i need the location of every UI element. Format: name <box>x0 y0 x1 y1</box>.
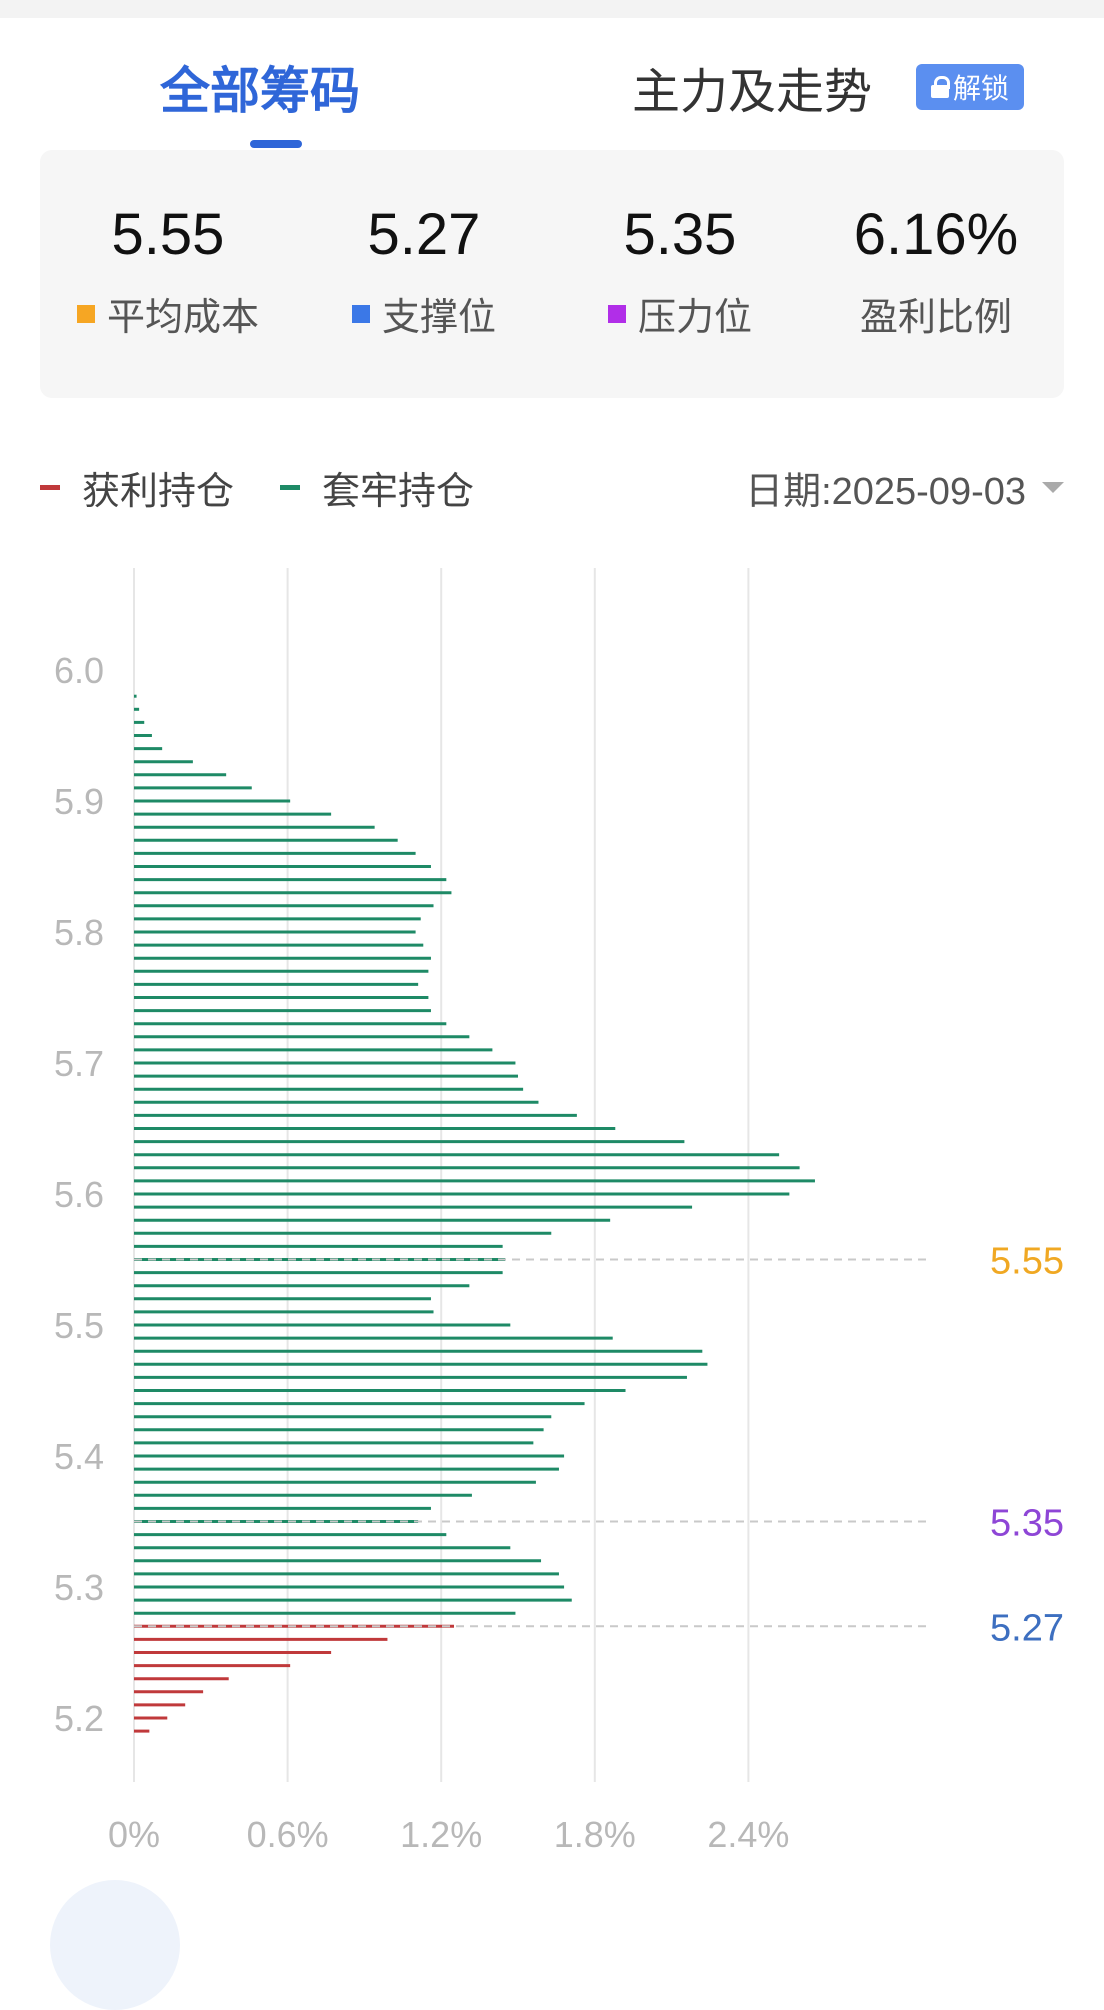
x-tick-label: 0.6% <box>247 1814 329 1855</box>
tab-main-force-label: 主力及走势 <box>632 66 873 119</box>
chip-stats-card: 5.55 平均成本 5.27 支撑位 5.35 压力位 6.16% 盈利比例 <box>40 150 1064 398</box>
pressure-label-row: 压力位 <box>552 286 808 341</box>
stat-average-cost: 5.55 平均成本 <box>40 200 296 341</box>
chip-distribution-chart: 6.0 5.9 5.8 5.7 5.6 5.5 5.4 5.3 5.2 0% 0.6% 1.2% 1.8… <box>54 568 1064 1855</box>
legend-trapped: 套牢持仓 <box>280 462 475 513</box>
stat-support: 5.27 支撑位 <box>296 200 552 341</box>
profit-ratio-label-row: 盈利比例 <box>808 286 1064 341</box>
date-picker[interactable]: 日期:2025-09-03 <box>745 462 1064 513</box>
legend-profit-dash <box>40 484 60 490</box>
y-tick-label: 5.9 <box>54 781 104 822</box>
average-cost-swatch <box>76 304 95 323</box>
support-label-row: 支撑位 <box>296 286 552 341</box>
tab-all-chips[interactable]: 全部筹码 <box>160 52 360 122</box>
floating-action-circle[interactable] <box>50 1880 180 2010</box>
pressure-label: 压力位 <box>637 297 752 339</box>
x-tick-label: 1.8% <box>554 1814 636 1855</box>
x-tick-label: 0% <box>108 1814 160 1855</box>
profit-ratio-value: 6.16% <box>853 202 1019 267</box>
tab-main-force-trend[interactable]: 主力及走势 <box>632 52 872 122</box>
pressure-swatch <box>607 304 626 323</box>
unlock-badge[interactable]: 解锁 <box>916 64 1024 110</box>
x-tick-label: 2.4% <box>707 1814 789 1855</box>
y-tick-label: 5.6 <box>54 1174 104 1215</box>
y-tick-label: 5.5 <box>54 1305 104 1346</box>
stat-profit-ratio: 6.16% 盈利比例 <box>808 200 1064 341</box>
price-marker-label: 5.27 <box>990 1607 1064 1649</box>
y-tick-label: 5.3 <box>54 1567 104 1608</box>
average-cost-value: 5.55 <box>111 202 225 267</box>
legend-profit-label: 获利持仓 <box>82 470 235 513</box>
lock-icon <box>930 76 950 98</box>
y-tick-label: 5.2 <box>54 1698 104 1739</box>
support-label: 支撑位 <box>381 297 496 339</box>
legend-trapped-label: 套牢持仓 <box>322 470 475 513</box>
price-marker-label: 5.55 <box>990 1241 1064 1283</box>
x-tick-label: 1.2% <box>400 1814 482 1855</box>
y-tick-label: 6.0 <box>54 650 104 691</box>
legend-profit: 获利持仓 <box>40 462 235 513</box>
price-marker-label: 5.35 <box>990 1503 1064 1545</box>
y-tick-label: 5.4 <box>54 1436 104 1477</box>
date-label: 日期:2025-09-03 <box>745 470 1026 513</box>
y-tick-label: 5.7 <box>54 1043 104 1084</box>
status-strip <box>0 0 1104 18</box>
chevron-down-icon <box>1042 481 1064 493</box>
stat-pressure: 5.35 压力位 <box>552 200 808 341</box>
average-cost-label: 平均成本 <box>106 297 259 339</box>
y-tick-label: 5.8 <box>54 912 104 953</box>
profit-ratio-label: 盈利比例 <box>859 297 1012 339</box>
pressure-value: 5.35 <box>623 202 737 267</box>
tab-all-chips-label: 全部筹码 <box>160 63 360 119</box>
legend-trapped-dash <box>280 484 300 490</box>
average-cost-label-row: 平均成本 <box>40 286 296 341</box>
support-value: 5.27 <box>367 202 481 267</box>
unlock-badge-label: 解锁 <box>952 73 1009 104</box>
active-tab-indicator <box>250 140 302 148</box>
support-swatch <box>351 304 370 323</box>
